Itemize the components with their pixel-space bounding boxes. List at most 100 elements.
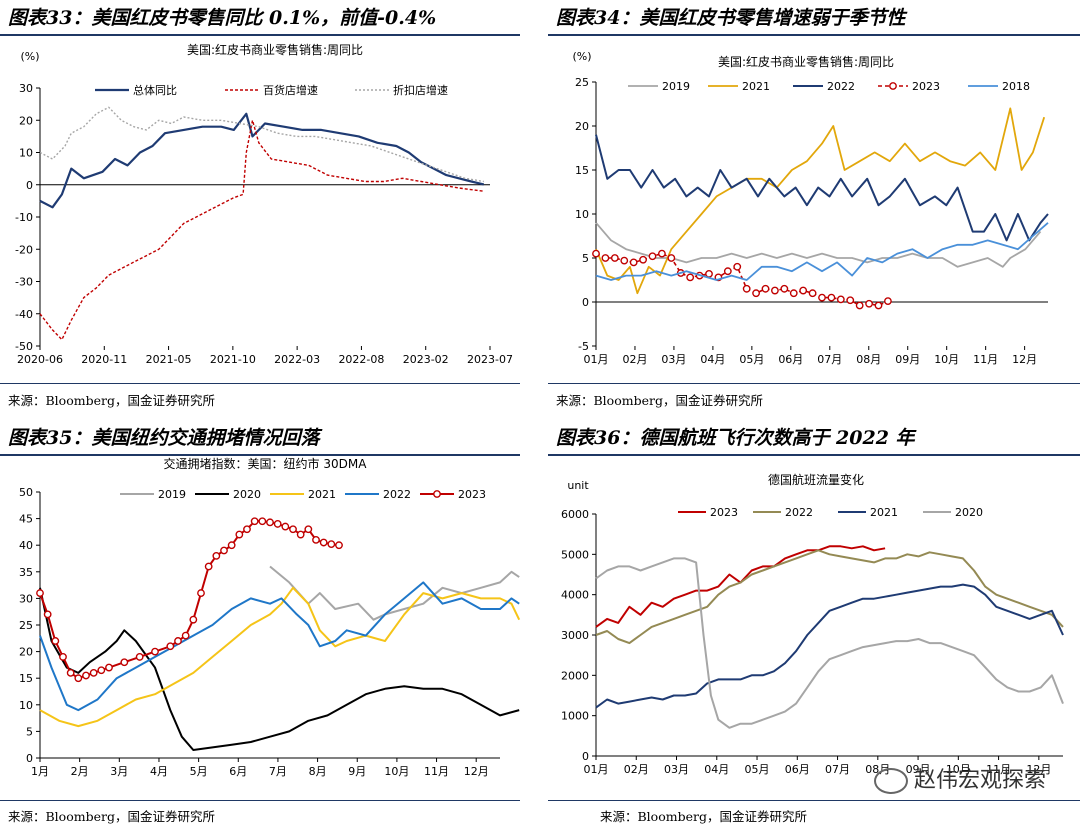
series-line-2021 <box>39 586 521 728</box>
x-tick-label: 06月 <box>778 353 803 366</box>
x-tick-label: 05月 <box>745 763 770 776</box>
chart-subtitle: 美国:红皮书商业零售销售:周同比 <box>187 42 363 57</box>
data-point-2023 <box>874 301 883 310</box>
x-tick-label: 11月 <box>986 763 1011 776</box>
data-point-2023 <box>97 666 106 675</box>
legend-label: 折扣店增速 <box>393 83 448 97</box>
y-tick-label: 45 <box>19 513 33 526</box>
legend-label: 2022 <box>785 506 813 519</box>
data-point-2023 <box>43 610 52 619</box>
data-point-2023 <box>789 289 798 298</box>
data-point-2023 <box>319 538 328 547</box>
legend-label: 2021 <box>742 80 770 93</box>
y-tick-label: 5 <box>582 252 589 265</box>
y-axis-label: unit <box>567 479 589 492</box>
series-line-2022 <box>595 134 1049 242</box>
data-point-2023 <box>189 615 198 624</box>
y-tick-label: -5 <box>578 340 589 353</box>
chart-title: 图表33：美国红皮书零售同比 0.1%，前值-0.4% <box>8 7 437 29</box>
title-divider <box>0 34 520 36</box>
data-point-2023 <box>865 299 873 308</box>
data-point-2023 <box>89 668 98 677</box>
chart-svg: 美国:红皮书商业零售销售:周同比 (%) -50 -40 -30 -20 -10 0 10 20 3… <box>15 42 513 366</box>
data-point-2023 <box>742 284 751 293</box>
x-tick-label: 2020-06 <box>17 353 63 366</box>
y-tick-label: 10 <box>19 147 33 160</box>
x-tick-label: 9月 <box>348 765 366 778</box>
data-point-2023 <box>686 273 695 282</box>
title-divider <box>548 34 1080 36</box>
series-line-2022 <box>595 549 1064 645</box>
data-point-2023 <box>289 525 297 534</box>
legend-label: 2020 <box>233 488 261 501</box>
chart-subtitle: 交通拥堵指数：美国：纽约市 30DMA <box>164 456 368 471</box>
y-tick-label: 20 <box>19 646 33 659</box>
x-tick-label: 6月 <box>229 765 247 778</box>
chart-subtitle: 德国航班流量变化 <box>768 472 864 487</box>
data-point-2023 <box>780 284 789 293</box>
y-tick-label: 0 <box>582 750 589 763</box>
legend-label: 百货店增速 <box>263 83 318 97</box>
data-point-2023 <box>59 653 67 661</box>
source-note: 来源：Bloomberg，国金证券研究所 <box>600 809 807 824</box>
series-line-2020 <box>595 557 1064 729</box>
source-note: 来源：Bloomberg，国金证券研究所 <box>8 393 215 408</box>
source-note: 来源：Bloomberg，国金证券研究所 <box>8 809 215 824</box>
y-tick-label: 1000 <box>561 710 589 723</box>
x-tick-label: 5月 <box>190 765 208 778</box>
y-tick-label: 5 <box>26 725 33 738</box>
x-tick-label: 12月 <box>464 765 489 778</box>
series-line-2019 <box>269 565 520 621</box>
x-tick-label: 05月 <box>739 353 764 366</box>
data-point-2023 <box>648 252 657 261</box>
chart-svg: 德国航班流量变化 unit 0 1000 2000 3000 4000 5000 6000 01月… <box>561 472 1064 776</box>
data-point-2023 <box>212 551 221 560</box>
data-point-2023 <box>51 637 60 645</box>
x-tick-label: 2月 <box>71 765 89 778</box>
y-tick-label: 10 <box>575 208 589 221</box>
data-point-2023 <box>227 541 236 550</box>
y-tick-label: 35 <box>19 566 33 579</box>
y-tick-label: 15 <box>19 672 33 685</box>
chart-svg: 交通拥堵指数：美国：纽约市 30DMA 0 5 10 15 20 25 30 35 40 45 50 1… <box>19 456 521 778</box>
series-line-总体同比 <box>39 112 485 209</box>
x-tick-label: 07月 <box>817 353 842 366</box>
x-tick-label: 07月 <box>825 763 850 776</box>
data-point-2023 <box>258 517 267 526</box>
data-point-2023 <box>74 674 83 683</box>
data-point-2023 <box>705 269 713 278</box>
x-tick-label: 4月 <box>150 765 168 778</box>
x-tick-label: 2023-02 <box>403 353 449 366</box>
data-point-2023 <box>235 530 244 539</box>
data-point-2023 <box>799 286 808 295</box>
x-tick-label: 10月 <box>384 765 409 778</box>
x-tick-label: 2022-08 <box>338 353 384 366</box>
source-divider <box>0 800 520 801</box>
legend-label: 2020 <box>955 506 983 519</box>
data-point-2023 <box>151 647 159 656</box>
y-tick-label: 15 <box>575 164 589 177</box>
source-divider <box>548 800 1080 801</box>
watermark-text: 赵伟宏观探索 <box>913 768 1046 793</box>
y-tick-label: 30 <box>19 592 33 605</box>
data-point-2023 <box>266 518 274 527</box>
x-tick-label: 10月 <box>946 763 971 776</box>
x-tick-label: 11月 <box>424 765 449 778</box>
y-tick-label: 30 <box>19 82 33 95</box>
data-point-2023 <box>197 589 205 597</box>
legend-marker <box>433 490 441 498</box>
y-tick-label: 0 <box>26 752 33 765</box>
data-point-2023 <box>601 254 610 262</box>
y-axis-label: (%) <box>572 50 591 63</box>
data-point-2023 <box>243 525 251 534</box>
data-point-2023 <box>66 668 75 677</box>
y-axis-label: (%) <box>20 50 39 63</box>
x-tick-label: 3月 <box>110 765 128 778</box>
data-point-2023 <box>723 267 732 276</box>
x-tick-label: 03月 <box>664 763 689 776</box>
y-tick-label: 25 <box>575 76 589 89</box>
x-tick-label: 11月 <box>973 353 998 366</box>
x-tick-label: 03月 <box>661 353 686 366</box>
data-point-2023 <box>827 293 836 302</box>
x-tick-label: 02月 <box>624 763 649 776</box>
